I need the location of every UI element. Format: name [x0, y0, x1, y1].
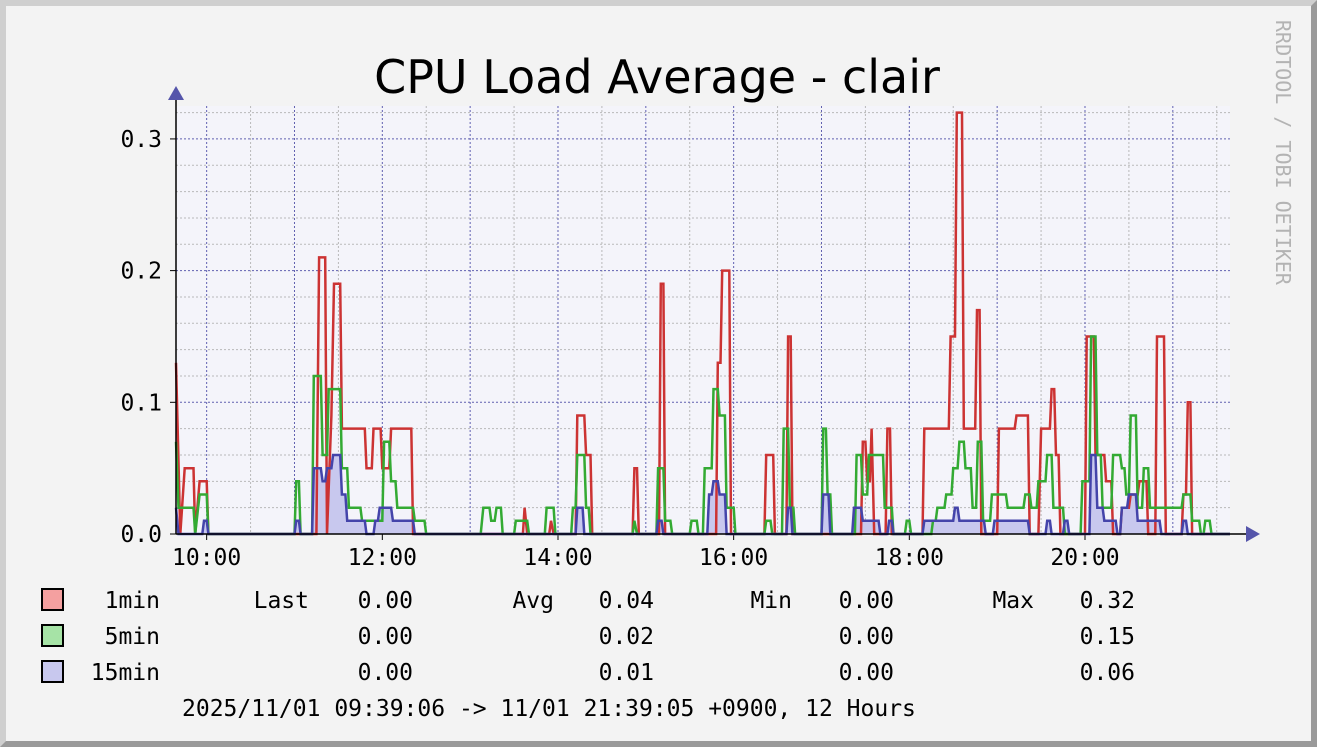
plot-background — [176, 106, 1230, 534]
legend-stat-value: 0.01 — [599, 660, 654, 686]
time-range-footer: 2025/11/01 09:39:06 -> 11/01 21:39:05 +0… — [182, 696, 916, 722]
series-line-1min — [174, 111, 1230, 536]
legend-stat-value: 0.00 — [358, 624, 413, 650]
y-axis-arrow — [168, 86, 184, 100]
legend-stat-value: 0.02 — [599, 624, 654, 650]
legend-stat-label-min: Min — [750, 588, 792, 614]
legend-series-name: 1min — [105, 588, 160, 614]
series-area-15min — [176, 455, 1230, 534]
chart-title: CPU Load Average - clair — [374, 50, 940, 104]
legend: 1min Last Avg Min Max 0.00 0.04 0.00 0.32 5min 0.0… — [41, 588, 1135, 686]
legend-stat-value: 0.15 — [1080, 624, 1135, 650]
chart: CPU Load Average - clair RRDTOOL / TOBI … — [41, 20, 1295, 722]
x-tick-label: 10:00 — [172, 545, 241, 571]
y-tick-label: 0.1 — [120, 390, 162, 416]
legend-stat-value: 0.00 — [839, 660, 894, 686]
legend-stat-value: 0.00 — [839, 588, 894, 614]
legend-stat-label-last: Last — [254, 588, 309, 614]
legend-series-name: 15min — [91, 660, 160, 686]
watermark-text: RRDTOOL / TOBI OETIKER — [1271, 20, 1295, 286]
legend-stat-value: 0.00 — [358, 660, 413, 686]
legend-stat-value: 0.04 — [599, 588, 654, 614]
legend-stat-value: 0.00 — [839, 624, 894, 650]
y-tick-label: 0.3 — [120, 127, 162, 153]
legend-stat-value: 0.00 — [358, 588, 413, 614]
legend-series-name: 5min — [105, 624, 160, 650]
legend-swatch-15min — [41, 660, 64, 683]
series-line-15min — [174, 453, 1230, 536]
plot-area: 0.0 0.1 0.2 0.3 10:00 12:00 14:00 16:00 18:00 20:… — [120, 86, 1260, 571]
legend-swatch-5min — [41, 624, 64, 647]
y-tick-label: 0.0 — [120, 522, 162, 548]
legend-swatch-1min — [41, 588, 64, 611]
legend-stat-value: 0.06 — [1080, 660, 1135, 686]
x-tick-label: 20:00 — [1050, 545, 1119, 571]
x-tick-label: 14:00 — [523, 545, 592, 571]
x-tick-label: 16:00 — [699, 545, 768, 571]
legend-stat-value: 0.32 — [1080, 588, 1135, 614]
x-axis-arrow — [1246, 526, 1260, 542]
y-tick-label: 0.2 — [120, 259, 162, 285]
x-tick-label: 12:00 — [348, 545, 417, 571]
legend-stat-label-avg: Avg — [512, 588, 554, 614]
x-tick-label: 18:00 — [875, 545, 944, 571]
legend-stat-label-max: Max — [992, 588, 1034, 614]
